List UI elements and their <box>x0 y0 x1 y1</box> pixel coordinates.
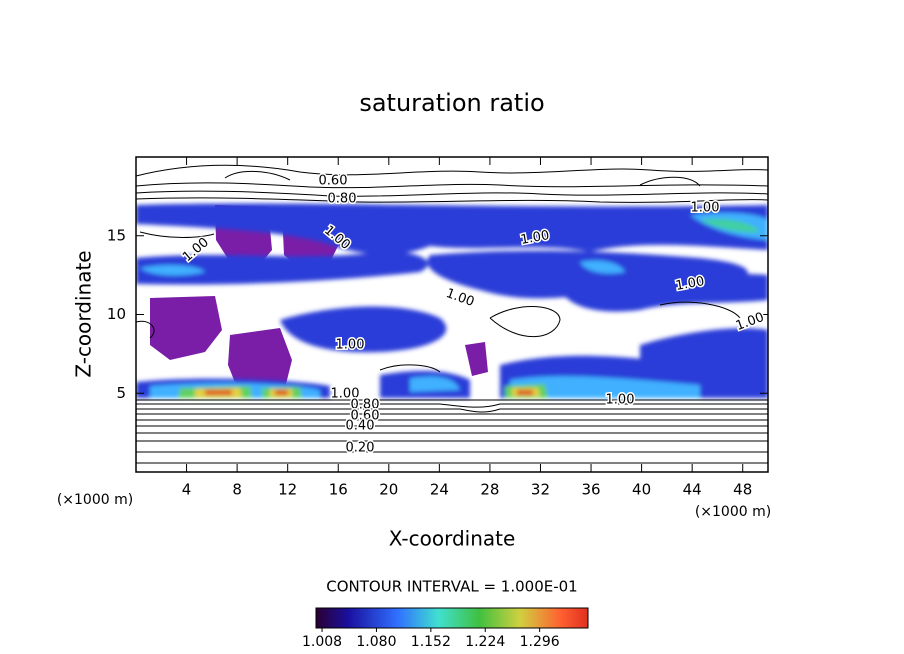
x-tick-label: 36 <box>581 481 600 499</box>
x-tick-label: 4 <box>182 481 192 499</box>
colorbar-tick-label: 1.080 <box>356 634 396 650</box>
x-tick-label: 28 <box>480 481 499 499</box>
x-tick-label: 32 <box>531 481 550 499</box>
x-tick-label: 40 <box>632 481 651 499</box>
field <box>136 164 768 464</box>
y-tick-label: 15 <box>107 226 126 244</box>
contour-label: 0.20 <box>346 441 375 456</box>
contour-label: 0.80 <box>351 398 380 413</box>
contour-label: 1.00 <box>336 338 365 353</box>
contour-label: 0.60 <box>351 409 380 424</box>
x-unit-label: (×1000 m) <box>695 504 771 520</box>
colorbar-tick-label: 1.224 <box>465 634 505 650</box>
contour-lines <box>136 164 768 464</box>
contour-label: 1.00 <box>444 286 476 310</box>
colorbar-tick-label: 1.296 <box>520 634 560 650</box>
contour-label: 0.80 <box>328 192 357 207</box>
contour-interval: CONTOUR INTERVAL = 1.000E-01 <box>326 578 577 596</box>
x-tick-label: 8 <box>232 481 242 499</box>
chart-title: saturation ratio <box>359 89 544 117</box>
x-tick-label: 12 <box>278 481 297 499</box>
x-tick-label: 16 <box>329 481 348 499</box>
contour-label: 0.40 <box>346 419 375 434</box>
contour-label: 1.00 <box>519 228 550 248</box>
contour-label: 0.60 <box>319 174 348 189</box>
colorbar-tick-label: 1.008 <box>302 634 342 650</box>
x-unit-label: (×1000 m) <box>57 492 133 508</box>
x-tick-label: 48 <box>733 481 752 499</box>
contour-label: 1.00 <box>691 201 720 216</box>
y-tick-label: 10 <box>107 305 126 323</box>
field-bands <box>136 203 768 398</box>
y-tick-label: 5 <box>116 384 126 402</box>
contour-label: 1.00 <box>331 387 360 402</box>
colorbar <box>315 607 589 629</box>
x-tick-label: 44 <box>683 481 702 499</box>
y-axis-label: Z-coordinate <box>72 250 96 377</box>
x-tick-label: 24 <box>430 481 449 499</box>
x-axis-label: X-coordinate <box>389 527 516 551</box>
x-tick-label: 20 <box>379 481 398 499</box>
colorbar-tick-label: 1.152 <box>411 634 451 650</box>
contour-label: 1.00 <box>606 393 635 408</box>
contour-label: 1.00 <box>674 274 705 294</box>
